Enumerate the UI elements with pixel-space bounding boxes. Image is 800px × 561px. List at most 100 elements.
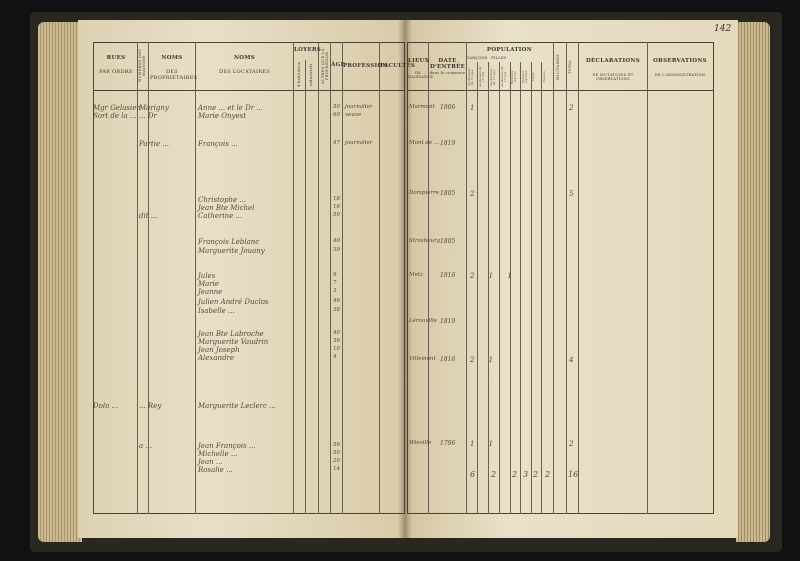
col-line [293,42,294,514]
entry-age: 18 [333,196,340,202]
entry-tenant: Christophe ... [198,196,247,204]
col-line [520,62,521,514]
right-header-rule [407,90,714,91]
header-locataires: NOMS [233,55,256,61]
col-line [428,42,429,514]
entry-age: 50 [333,212,340,218]
total-value: 2 [512,470,518,479]
header-proprietaires: NOMS [161,55,183,61]
left-page [78,20,404,538]
entry-tenant: Catherine ... [198,212,243,220]
left-table-frame [93,42,405,514]
header-sub: Au-dessus de 15 ans [501,66,507,88]
header-garcons: GARÇONS [466,56,488,60]
entry-owner: a ... [139,442,153,450]
entry-total: 2 [569,440,574,448]
entry-place: Dompierre [409,190,439,196]
entry-place: Wieville [409,440,432,446]
entry-owner: Partie ... [139,140,170,148]
entry-age: 10 [333,346,340,352]
entry-counts: 1 [470,104,481,112]
right-page [404,20,738,538]
col-line [330,42,331,514]
entry-age: 4 [333,354,337,360]
header-total: TOTAL [568,59,572,75]
entry-date: 1819 [440,318,456,325]
entry-age: 47 [333,140,340,146]
page-edges-left [38,22,82,542]
entry-total: 5 [569,190,574,198]
col-line [566,42,567,514]
entry-owner: Marigny [139,104,169,112]
col-line [578,42,579,514]
entry-age: 50 [333,104,340,110]
book-gutter [398,20,412,538]
entry-tenant: Marguerite Vaudrin [198,338,269,346]
col-line [477,62,478,514]
header-sub: Veufs [532,72,535,82]
entry-age: 50 [333,450,340,456]
entry-tenant: Jean François ... [198,442,256,450]
entry-age: 9 [333,272,337,278]
entry-tenant: Rosalie ... [198,466,233,474]
col-line [195,42,196,514]
entry-date: 1805 [440,190,456,197]
col-line [488,62,489,514]
header-rues: RUES [106,55,126,61]
entry-profession: veuve [345,112,362,118]
entry-place: Marmont [409,104,435,110]
header-militaires: MILITAIRES [556,54,560,80]
header-autres: AUTRES QUE LA PROFESSION [321,48,329,84]
header-population: POPULATION [486,47,533,53]
entry-place: Metz [409,272,423,278]
entry-tenant: Marguerite Jouany [198,247,265,255]
entry-counts: 2 [470,190,481,198]
entry-street: Sort de la ... [93,112,137,120]
entry-tenant: Marguerite Leclerc ... [198,402,276,410]
entry-total: 2 [569,104,574,112]
header-sub: Hommes mariés [511,70,517,84]
col-line [541,62,542,514]
col-line [531,62,532,514]
entry-profession: journalier [345,104,373,110]
entry-age: 3 [333,288,337,294]
col-line [342,42,343,514]
entry-tenant: Julien André Duclos [198,298,269,306]
header-lieux-sub: DE NAISSANCE [408,71,434,79]
entry-age: 56 [333,442,340,448]
right-table-frame [407,42,714,514]
entry-place: Lérouville [409,318,438,324]
header-facultes: FACULTÉS [380,63,416,69]
entry-date: 1806 [440,104,456,111]
header-sub: Au-dessus de 15 ans [479,66,485,88]
header-observations-sub: DE L'ADMINISTRATION [654,73,706,77]
header-locataires-sub: DES LOCATAIRES [219,69,270,75]
entry-place: Mont de ... [409,140,440,146]
entry-tenant: Alexandre [198,354,235,362]
header-age: ÂGE [331,62,346,68]
col-line [137,42,138,514]
entry-tenant: Marie Onyest [198,112,247,120]
col-line [499,62,500,514]
entry-owner: ... Dr [139,112,157,120]
header-filles: FILLES [491,56,507,60]
header-sub: Veuves [543,71,546,83]
entry-age: 7 [333,280,337,286]
total-value: 16 [568,470,579,479]
col-line [553,42,554,514]
entry-date: 1805 [440,238,456,245]
entry-profession: journalier [345,140,373,146]
entry-tenant: Jeanne [198,288,223,296]
header-date-entree-sub: dans la commune [429,71,466,75]
entry-age: 14 [333,466,340,472]
entry-tenant: Isabelle ... [198,307,235,315]
entry-tenant: François ... [198,140,238,148]
entry-date: 1796 [440,440,456,447]
entry-tenant: François Leblanc [198,238,260,246]
col-line [148,42,149,514]
entry-street: Mgr Gelasien [93,104,141,112]
entry-tenant: Anne ... et le Dr ... [198,104,263,112]
entry-age: 40 [333,330,340,336]
header-sub: Au-dessous de 15 ans [490,68,496,86]
header-numeros: NUMÉROS DES MAISONS [138,49,146,83]
